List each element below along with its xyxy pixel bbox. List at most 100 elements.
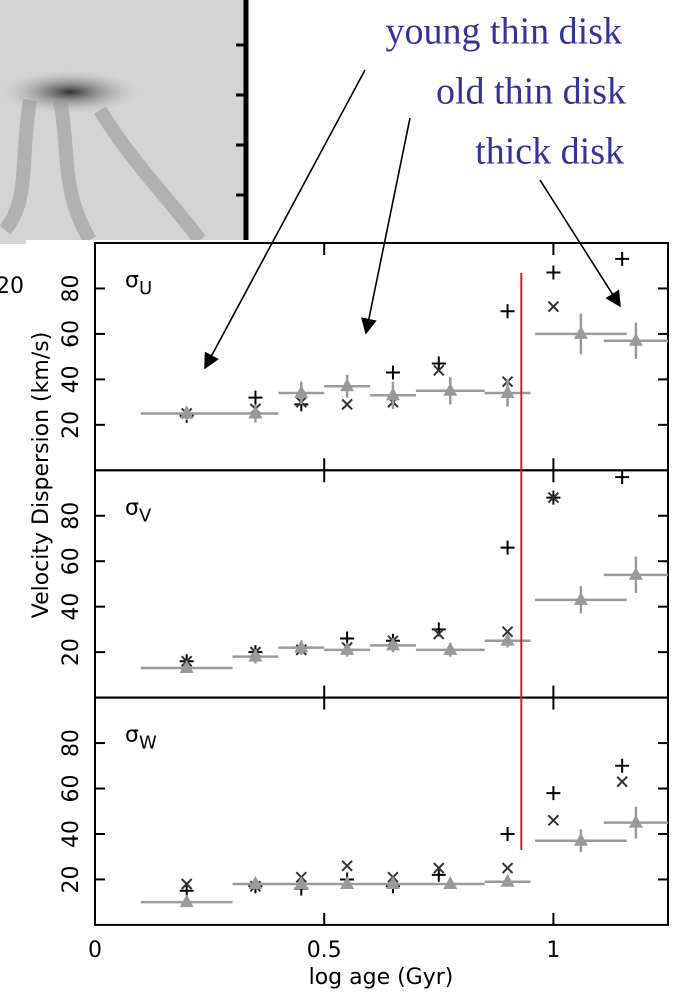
triangle-marker: [385, 387, 400, 401]
triangle-marker: [340, 641, 355, 655]
y-tick-label: 40: [59, 593, 84, 621]
triangle-marker: [294, 385, 309, 399]
plus-marker: [615, 251, 630, 266]
triangle-marker: [443, 875, 458, 889]
triangle-marker: [179, 894, 194, 908]
triangle-marker: [500, 873, 515, 887]
y-tick-label: 40: [59, 365, 84, 393]
triangle-marker: [628, 332, 643, 346]
error-point: [603, 556, 668, 594]
plus-marker: [431, 867, 446, 882]
y-tick-label: 20: [59, 638, 84, 666]
error-point: [278, 381, 325, 405]
cross-marker: [180, 878, 193, 890]
triangle-marker: [573, 591, 588, 605]
plus-marker: [500, 540, 515, 555]
error-point: [140, 405, 233, 421]
triangle-marker: [294, 875, 309, 889]
y-tick-label: 20: [59, 865, 84, 893]
panel-frame: [94, 696, 669, 926]
cross-marker: [341, 860, 353, 872]
panel-label: σW: [125, 723, 157, 754]
error-point: [278, 639, 325, 655]
error-point: [140, 660, 233, 674]
plot-background: [26, 240, 677, 995]
triangle-marker: [385, 637, 400, 651]
cross-marker: [341, 398, 353, 411]
arrow: [361, 117, 411, 335]
triangle-marker: [385, 875, 400, 889]
error-point: [232, 875, 279, 889]
error-point: [484, 379, 531, 407]
triangle-marker: [340, 378, 355, 392]
panel-symbol: σ: [125, 495, 139, 520]
y-tick-label: 80: [59, 274, 84, 302]
cross-marker: [433, 364, 445, 376]
cross-marker: [433, 628, 445, 640]
error-point: [278, 875, 325, 889]
error-point: [140, 894, 233, 908]
plus-marker: [248, 390, 263, 405]
panel-label: σV: [125, 495, 152, 526]
plus-marker: [615, 470, 630, 485]
error-point: [535, 313, 627, 355]
triangle-marker: [179, 405, 194, 419]
triangle-marker: [573, 832, 588, 846]
y-tick-label: 60: [59, 320, 84, 348]
error-point: [370, 381, 416, 409]
triangle-marker: [628, 814, 643, 828]
panel-label: σU: [125, 268, 152, 299]
triangle-marker: [294, 639, 309, 653]
x-tick-label: 0.5: [307, 938, 342, 963]
y-tick-label: 80: [59, 729, 84, 757]
triangle-marker: [443, 382, 458, 396]
triangle-marker: [573, 325, 588, 339]
cross-marker: [547, 491, 560, 504]
panel-subscript: U: [139, 278, 152, 299]
error-point: [415, 377, 485, 405]
error-point: [415, 641, 485, 657]
y-tick-label: 60: [59, 547, 84, 575]
triangle-marker: [628, 566, 643, 580]
panel-symbol: σ: [125, 268, 139, 293]
plus-marker: [431, 356, 446, 371]
error-point: [603, 806, 668, 839]
image-label: 20: [0, 274, 24, 299]
error-point: [415, 875, 485, 889]
annotations: young thin disk old thin disk thick disk: [204, 11, 626, 370]
error-point: [535, 586, 627, 614]
triangle-marker: [248, 405, 263, 419]
cross-marker: [547, 814, 560, 827]
arrow: [204, 69, 366, 370]
plus-marker: [546, 265, 561, 280]
panel-subscript: W: [139, 733, 157, 754]
error-point: [324, 374, 371, 398]
y-tick-label: 80: [59, 502, 84, 530]
error-point: [370, 637, 416, 653]
x-tick-label: 0: [88, 938, 102, 963]
y-tick-label: 60: [59, 775, 84, 803]
plus-marker: [500, 826, 515, 841]
y-tick-label: 20: [59, 411, 84, 439]
triangle-marker: [443, 641, 458, 655]
error-point: [603, 322, 668, 359]
plus-marker: [615, 758, 630, 773]
cross-marker: [616, 775, 628, 788]
triangle-marker: [179, 660, 194, 674]
cross-marker: [547, 300, 560, 313]
annotation: young thin disk: [386, 11, 622, 53]
triangle-marker: [500, 385, 515, 399]
cross-marker: [501, 625, 514, 638]
plus-marker: [500, 304, 515, 319]
photo-fragment: 20: [0, 0, 249, 299]
plus-marker: [385, 365, 400, 380]
panel-subscript: V: [139, 505, 152, 526]
panel-symbol: σ: [125, 723, 139, 748]
cross-marker: [501, 862, 514, 874]
triangle-marker: [248, 648, 263, 662]
x-axis-label: log age (Gyr): [309, 965, 454, 990]
error-point: [324, 875, 371, 889]
cross-marker: [433, 862, 445, 874]
error-point: [535, 829, 627, 853]
annotation: thick disk: [475, 131, 624, 173]
